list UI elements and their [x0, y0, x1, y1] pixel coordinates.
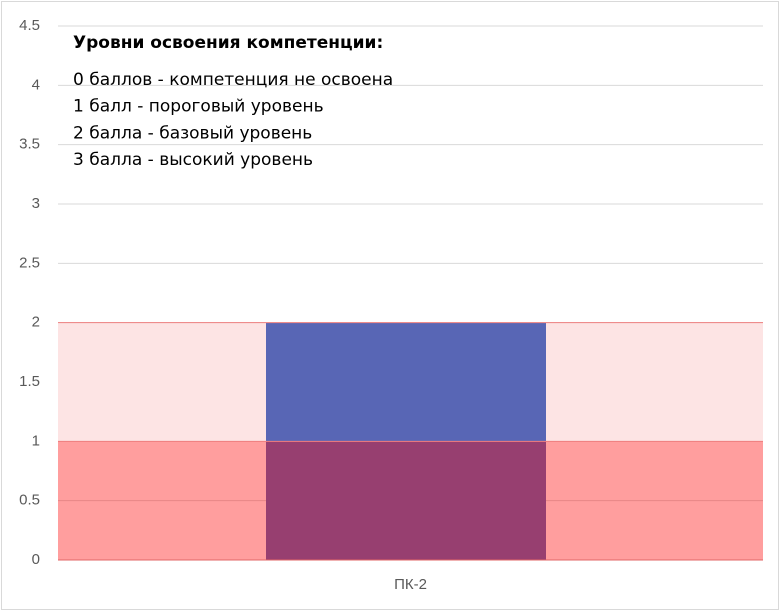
annotation-line: 0 баллов - компетенция не освоена	[73, 70, 393, 90]
y-tick-label: 2.5	[19, 254, 40, 271]
y-tick-label: 2	[32, 314, 40, 331]
y-tick-label: 4	[32, 76, 40, 93]
y-tick-label: 3	[32, 195, 40, 212]
annotation-line: 3 балла - высокий уровень	[73, 150, 313, 170]
y-tick-label: 1.5	[19, 373, 40, 390]
y-tick-label: 0.5	[19, 492, 40, 509]
y-tick-label: 3.5	[19, 136, 40, 153]
annotation-line: 2 балла - базовый уровень	[73, 123, 312, 143]
y-tick-label: 0	[32, 551, 40, 568]
level-band	[58, 441, 763, 560]
y-tick-label: 1	[32, 432, 40, 449]
annotation-title: Уровни освоения компетенции:	[73, 33, 383, 53]
annotation-line: 1 балл - пороговый уровень	[73, 97, 324, 117]
y-tick-label: 4.5	[19, 17, 40, 34]
x-tick-label: ПК-2	[394, 576, 427, 593]
